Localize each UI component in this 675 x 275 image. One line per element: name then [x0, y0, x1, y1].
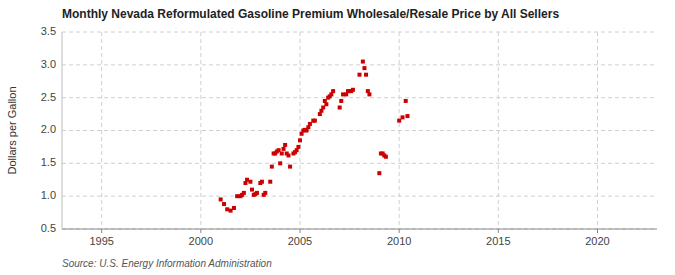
point [278, 161, 282, 165]
y-grid-line [62, 229, 657, 230]
point [268, 180, 272, 184]
point [260, 180, 264, 184]
point [296, 145, 300, 149]
y-axis-label: Dollars per Gallon [6, 86, 18, 174]
point [219, 197, 223, 201]
point [232, 206, 236, 210]
point [313, 119, 317, 123]
point [377, 171, 381, 175]
y-tick-label: 1.5 [41, 156, 56, 168]
point [351, 88, 355, 92]
point [339, 99, 343, 103]
point [401, 115, 405, 119]
x-grid-line [597, 32, 598, 229]
y-tick-label: 3.0 [41, 58, 56, 70]
point [270, 165, 274, 169]
point [338, 106, 342, 110]
x-grid-line [200, 32, 201, 229]
point [255, 191, 259, 195]
point [248, 180, 252, 184]
y-grid-line [62, 32, 657, 33]
y-tick-label: 1.0 [41, 189, 56, 201]
x-tick [498, 229, 499, 233]
x-axis-line [62, 229, 657, 230]
point [384, 155, 388, 159]
x-tick-label: 2020 [585, 235, 609, 247]
point [331, 89, 335, 93]
point [367, 92, 371, 96]
y-tick-label: 2.5 [41, 91, 56, 103]
x-tick-label: 1995 [89, 235, 113, 247]
point [358, 73, 362, 77]
x-tick-label: 2000 [189, 235, 213, 247]
x-tick-label: 2005 [288, 235, 312, 247]
y-grid-line [62, 97, 657, 98]
y-grid-line [62, 196, 657, 197]
x-tick [101, 229, 102, 233]
y-tick-label: 0.5 [41, 222, 56, 234]
point [250, 188, 254, 192]
point [405, 114, 409, 118]
point [282, 147, 286, 151]
source-note: Source: U.S. Energy Information Administ… [62, 258, 272, 269]
y-tick-label: 2.0 [41, 123, 56, 135]
point [364, 73, 368, 77]
y-grid-line [62, 130, 657, 131]
x-tick [399, 229, 400, 233]
point [283, 143, 287, 147]
y-grid-line [62, 163, 657, 164]
y-axis-line [62, 32, 63, 229]
title: Monthly Nevada Reformulated Gasoline Pre… [62, 7, 559, 21]
axes: 0.5 1.0 1.5 2.0 2.5 3.0 3.5 1995 2000 2005 2010 201… [41, 25, 657, 247]
point [362, 66, 366, 70]
point [324, 102, 328, 106]
point [298, 138, 302, 142]
chart-container: 0.5 1.0 1.5 2.0 2.5 3.0 3.5 1995 2000 2005 2010 201… [0, 0, 675, 275]
point [288, 165, 292, 169]
x-tick-label: 2010 [387, 235, 411, 247]
grid [62, 32, 657, 229]
point [404, 99, 408, 103]
x-tick [597, 229, 598, 233]
x-tick [200, 229, 201, 233]
y-tick-label: 3.5 [41, 25, 56, 37]
x-grid-line [498, 32, 499, 229]
point [242, 191, 246, 195]
x-grid-line [300, 32, 301, 229]
x-tick-label: 2015 [486, 235, 510, 247]
point [361, 60, 365, 64]
x-grid-line [399, 32, 400, 229]
point [222, 202, 226, 206]
x-tick [300, 229, 301, 233]
points [219, 60, 410, 213]
chart: 0.5 1.0 1.5 2.0 2.5 3.0 3.5 1995 2000 2005 2010 201… [0, 0, 675, 275]
y-grid-line [62, 64, 657, 65]
point [263, 191, 267, 195]
x-grid-line [101, 32, 102, 229]
point [286, 153, 290, 157]
point [280, 151, 284, 155]
